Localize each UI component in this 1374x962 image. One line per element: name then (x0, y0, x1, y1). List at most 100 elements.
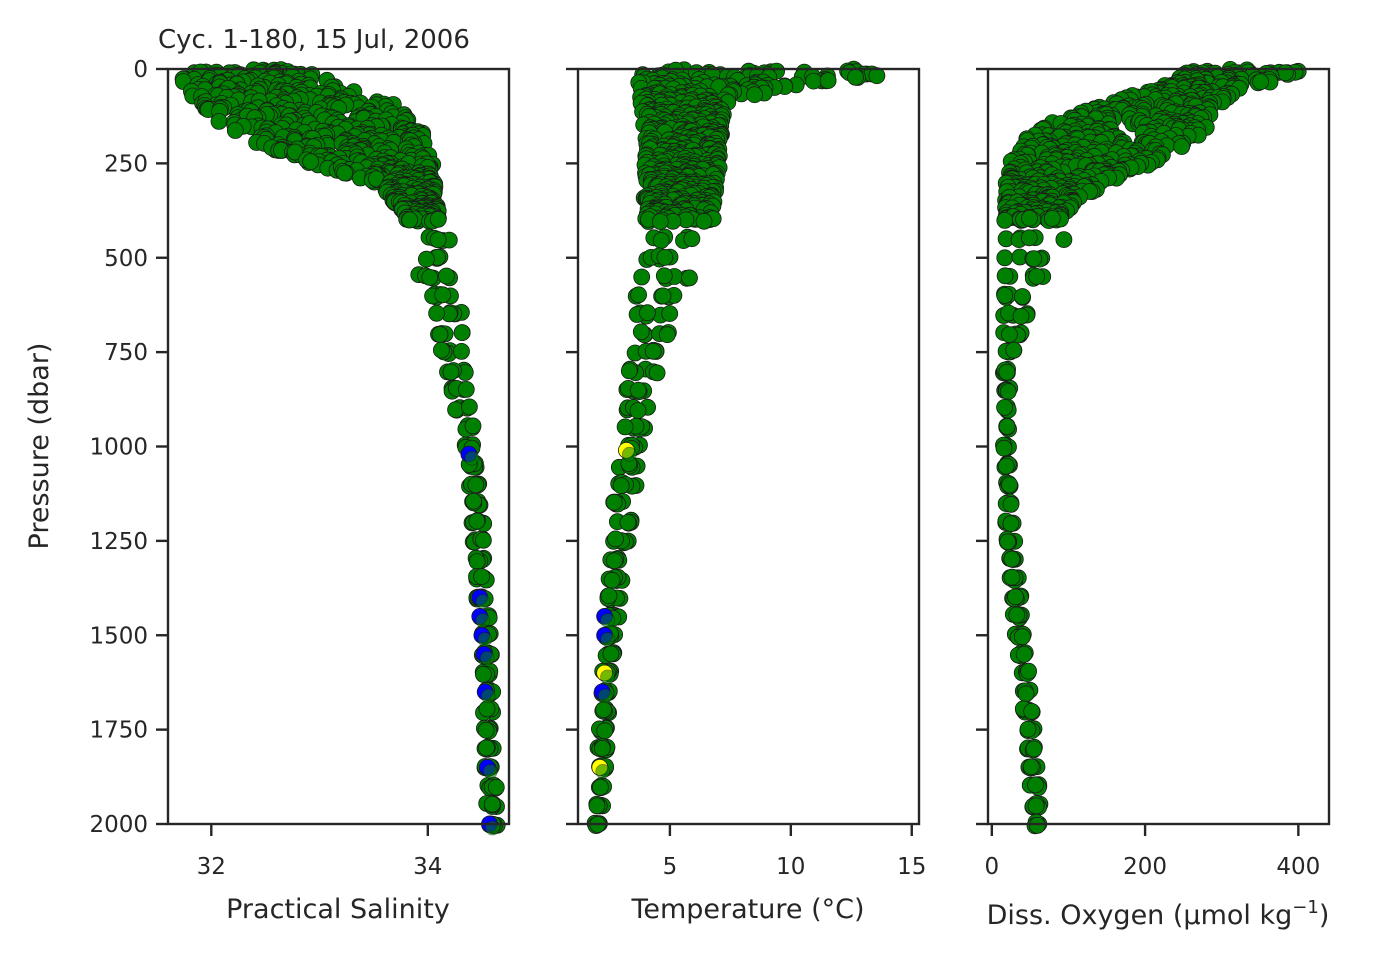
data-point (421, 268, 439, 286)
data-point (596, 722, 614, 740)
data-point (1025, 250, 1043, 268)
data-point (1001, 326, 1018, 344)
data-point (210, 113, 228, 130)
data-point (480, 688, 496, 704)
data-point (477, 631, 493, 647)
data-point (602, 645, 620, 663)
data-point (1005, 341, 1023, 359)
data-point (683, 230, 701, 248)
data-point (605, 493, 623, 511)
temperature-x-axis-label: Temperature (°C) (630, 894, 864, 925)
x-tick-label: 200 (1123, 854, 1167, 880)
data-point (654, 287, 672, 305)
data-point (651, 213, 669, 231)
data-point (1022, 758, 1040, 776)
data-point (474, 666, 492, 683)
data-point (644, 342, 662, 360)
y-tick-label: 0 (133, 57, 148, 83)
data-point (620, 362, 638, 380)
data-point (1017, 685, 1035, 703)
data-point (434, 286, 452, 304)
salinity-panel: Cyc. 1-180, 15 Jul, 2006 0 250 500 750 1000 1… (24, 25, 511, 925)
data-point (603, 571, 621, 589)
data-point (648, 364, 666, 382)
temperature-y-ticks (566, 67, 578, 826)
data-point (432, 341, 450, 359)
data-point (606, 552, 623, 570)
x-tick-label: 34 (413, 854, 442, 880)
oxygen-y-ticks (976, 67, 988, 826)
data-point (442, 363, 460, 381)
data-point (695, 212, 713, 230)
salinity-x-axis-label: Practical Salinity (226, 894, 450, 925)
data-point (629, 381, 647, 399)
data-point (1028, 267, 1046, 285)
data-point (1252, 73, 1269, 91)
oxygen-points-layer (995, 61, 1307, 835)
data-point (595, 701, 612, 718)
data-point (652, 232, 670, 249)
data-point (431, 326, 449, 343)
data-point (1021, 209, 1038, 227)
data-point (600, 613, 615, 628)
data-point (661, 305, 679, 323)
y-tick-label: 2000 (89, 812, 148, 838)
data-point (465, 492, 482, 510)
data-point (1007, 588, 1024, 606)
data-point (746, 86, 763, 104)
data-point (1020, 662, 1037, 680)
data-point (1020, 229, 1038, 247)
temperature-points-layer (586, 60, 886, 834)
data-point (997, 457, 1015, 475)
data-point (597, 688, 613, 704)
data-point (475, 613, 491, 628)
y-tick-label: 750 (104, 340, 148, 366)
data-point (477, 721, 495, 739)
x-tick-label: 32 (197, 854, 226, 880)
data-point (453, 324, 471, 342)
data-point (600, 631, 615, 647)
salinity-y-ticks: 0 250 500 750 1000 1250 1500 1750 2000 (89, 57, 168, 838)
data-point (429, 210, 447, 228)
data-point (629, 402, 647, 420)
data-point (1008, 606, 1026, 624)
data-point (999, 383, 1017, 401)
data-point (819, 72, 837, 89)
x-tick-label: 0 (985, 854, 1000, 880)
oxygen-x-axis-label-sup: −1 (1292, 897, 1319, 918)
data-point (996, 249, 1014, 267)
data-point (998, 363, 1016, 381)
data-point (1019, 720, 1037, 738)
y-axis-label: Pressure (dbar) (24, 343, 55, 550)
data-point (600, 587, 618, 605)
data-point (1002, 515, 1020, 533)
data-point (447, 401, 465, 419)
data-point (467, 476, 485, 494)
data-point (478, 700, 496, 718)
x-tick-label: 5 (663, 854, 678, 880)
data-point (655, 267, 673, 285)
data-point (622, 446, 637, 462)
data-point (475, 594, 491, 609)
data-point (996, 287, 1014, 304)
data-point (996, 211, 1014, 229)
data-point (478, 739, 495, 757)
data-point (847, 68, 864, 86)
data-point (417, 250, 435, 268)
y-tick-label: 500 (104, 246, 148, 272)
data-point (487, 778, 505, 796)
data-point (1023, 703, 1041, 720)
data-point (639, 304, 656, 322)
data-point (998, 418, 1016, 435)
data-point (482, 764, 498, 779)
data-point (681, 269, 698, 287)
temperature-x-ticks: 5 10 15 (663, 824, 926, 880)
y-tick-label: 250 (104, 151, 148, 177)
y-tick-label: 1750 (89, 718, 148, 744)
data-point (464, 417, 482, 435)
data-point (428, 304, 446, 322)
temperature-panel: 5 10 15 Temperature (°C) (566, 60, 926, 925)
data-point (595, 764, 611, 779)
x-tick-label: 15 (897, 854, 926, 880)
